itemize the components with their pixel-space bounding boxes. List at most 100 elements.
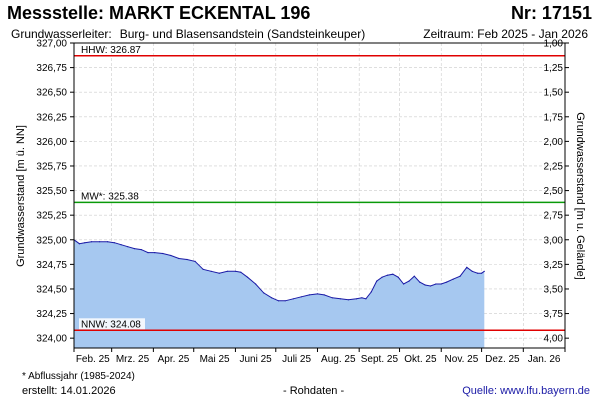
y-right-tick-label: 1,50 <box>544 88 564 99</box>
hhw-label: HHW: 326.87 <box>81 45 141 56</box>
data-point <box>127 246 129 248</box>
y-tick-label: 324,00 <box>36 334 67 345</box>
data-point <box>263 292 265 294</box>
data-point <box>271 297 273 299</box>
y-tick-label: 326,50 <box>36 88 67 99</box>
data-point <box>186 258 188 261</box>
aquifer-label: Grundwasserleiter: <box>11 27 112 41</box>
x-tick-label: Dez. 25 <box>485 354 520 365</box>
y-right-tick-label: 2,25 <box>544 161 564 172</box>
data-point <box>147 252 149 254</box>
y-tick-label: 326,25 <box>36 112 67 123</box>
y-tick-label: 325,00 <box>36 235 67 246</box>
x-tick-label: Mrz. 25 <box>116 354 150 365</box>
data-point <box>386 274 388 276</box>
y-right-tick-label: 2,50 <box>544 186 564 197</box>
y-tick-label: 325,25 <box>36 211 67 222</box>
x-tick-label: Juli 25 <box>282 354 311 365</box>
y-tick-label: 326,00 <box>36 137 67 148</box>
x-tick-label: Feb. 25 <box>76 354 110 365</box>
data-point <box>466 266 468 268</box>
data-point <box>471 270 473 272</box>
data-point <box>210 270 212 272</box>
data-point <box>429 285 432 287</box>
data-point <box>413 275 415 277</box>
y-tick-label: 324,50 <box>36 284 67 295</box>
data-point <box>424 284 426 286</box>
data-point <box>133 248 136 250</box>
data-point <box>347 299 349 301</box>
data-point <box>226 270 228 272</box>
y-right-tick-label: 1,25 <box>544 63 564 74</box>
data-point <box>355 298 358 300</box>
y-tick-label: 325,75 <box>36 161 67 172</box>
data-point <box>154 252 156 254</box>
y-right-tick-label: 1,75 <box>544 112 564 123</box>
plot-frame <box>73 42 566 349</box>
page-title: Messstelle: MARKT ECKENTAL 196 <box>7 3 311 23</box>
data-point <box>300 296 302 298</box>
data-point <box>381 276 383 278</box>
x-tick-label: Okt. 25 <box>404 354 437 365</box>
data-point <box>90 241 93 243</box>
y-axis-left-label: Grundwasserstand [m ü. NN] <box>15 125 27 267</box>
data-point <box>365 298 367 300</box>
data-point <box>84 242 86 244</box>
data-point <box>483 270 485 272</box>
data-point <box>339 298 341 300</box>
series-layer <box>73 239 485 348</box>
data-point <box>459 275 461 277</box>
data-point <box>218 272 220 274</box>
y-axis-right: 4,00 3,75 3,50 3,25 3,00 2,75 2,50 2,25 2,00 1,75… <box>544 39 569 345</box>
y-tick-label: 324,25 <box>36 309 67 320</box>
y-right-tick-label: 1,00 <box>544 39 564 50</box>
x-tick-label: Jan. 26 <box>528 354 561 365</box>
y-right-tick-label: 3,50 <box>544 284 564 295</box>
x-tick-label: Sept. 25 <box>361 354 399 365</box>
period-info: Zeitraum: Feb 2025 - Jan 2026 <box>423 27 588 41</box>
x-axis: Feb. 25 Mrz. 25 Apr. 25 Mai 25 Juni 25 Juli 2… <box>73 348 566 365</box>
data-point <box>397 276 399 278</box>
data-point <box>284 300 286 302</box>
y-right-tick-label: 4,00 <box>544 334 564 345</box>
data-point <box>202 268 204 270</box>
x-tick-label: Juni 25 <box>239 354 272 365</box>
source-label: Quelle: <box>462 385 498 397</box>
y-tick-label: 325,50 <box>36 186 67 197</box>
data-point <box>178 257 180 260</box>
data-point <box>452 278 454 280</box>
data-point <box>99 241 101 243</box>
source-link[interactable]: www.lfu.bayern.de <box>500 385 590 397</box>
data-point <box>477 272 479 274</box>
y-right-tick-label: 3,75 <box>544 309 564 320</box>
data-point <box>308 294 310 296</box>
footnote: * Abflussjahr (1985-2024) <box>22 371 135 382</box>
mw-label-bg <box>79 190 145 202</box>
y-axis-left: 324,00 324,25 324,50 324,75 325,00 325,25 325,… <box>36 39 74 345</box>
data-point <box>107 241 109 243</box>
data-point <box>481 272 483 274</box>
y-right-tick-label: 2,75 <box>544 211 564 222</box>
nnw-label: NNW: 324.08 <box>81 319 141 330</box>
data-point <box>419 281 421 283</box>
data-point <box>361 297 363 299</box>
data-point <box>435 283 437 285</box>
data-point <box>370 291 372 293</box>
data-point <box>120 244 122 246</box>
data-point <box>113 242 115 244</box>
raw-data-label: - Rohdaten - <box>283 385 345 397</box>
data-point <box>316 293 319 295</box>
data-point <box>194 260 196 262</box>
data-point <box>240 271 242 273</box>
data-point <box>78 243 80 245</box>
x-tick-label: Aug. 25 <box>321 354 356 365</box>
y-tick-label: 327,00 <box>36 39 67 50</box>
data-point <box>323 294 325 296</box>
data-point <box>170 254 172 257</box>
y-right-tick-label: 2,00 <box>544 137 564 148</box>
data-point <box>440 283 442 285</box>
data-point <box>234 270 236 272</box>
data-point <box>331 297 333 299</box>
y-tick-label: 324,75 <box>36 260 67 271</box>
data-point <box>277 300 280 302</box>
